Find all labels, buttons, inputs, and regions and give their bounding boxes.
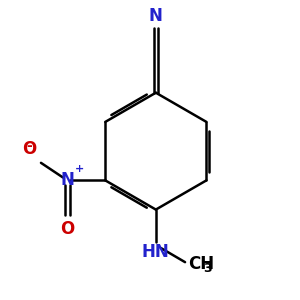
Text: +: +	[75, 164, 84, 174]
Text: O: O	[22, 140, 37, 158]
Text: O: O	[60, 220, 74, 238]
Text: N: N	[60, 171, 74, 189]
Text: CH: CH	[188, 255, 214, 273]
Text: N: N	[149, 7, 163, 25]
Text: 3: 3	[203, 262, 212, 275]
Text: -: -	[26, 140, 32, 154]
Text: HN: HN	[142, 243, 170, 261]
